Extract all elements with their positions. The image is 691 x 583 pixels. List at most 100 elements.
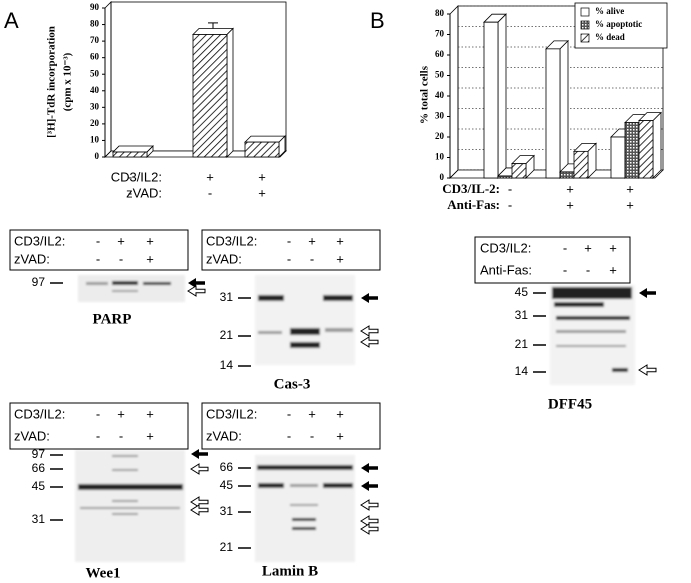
- bar: [497, 175, 513, 179]
- condition-symbol: -: [96, 233, 100, 248]
- bar: [511, 163, 527, 179]
- bar: [638, 120, 654, 179]
- condition-label: zVAD:: [14, 428, 50, 443]
- y-tick-label: 70: [90, 35, 100, 45]
- condition-box: [201, 402, 381, 450]
- condition-symbol: -: [96, 251, 100, 266]
- blot-title: Wee1: [86, 565, 121, 581]
- y-tick-label: 60: [435, 49, 445, 59]
- condition-label: CD3/IL2:: [14, 406, 65, 421]
- bar-top: [244, 135, 286, 143]
- condition-symbol: +: [609, 262, 617, 277]
- condition-label: zVAD:: [206, 428, 242, 443]
- y-tick-label: 50: [435, 70, 445, 80]
- condition-box: [201, 229, 381, 271]
- mw-marker: 45: [32, 479, 46, 493]
- condition-symbol: -: [563, 262, 567, 277]
- condition-symbol: +: [336, 251, 344, 266]
- chart: 0 10 20 30 40 50 60 70 80 90 [³H]-TdR incorporatio…: [46, 1, 287, 200]
- legend-swatch: [580, 33, 590, 43]
- y-tick-label: 20: [435, 131, 445, 141]
- mw-marker: 21: [220, 540, 234, 554]
- bar: [610, 136, 626, 179]
- bar: [573, 150, 589, 179]
- condition-symbol: +: [117, 406, 125, 421]
- bar: [112, 151, 148, 158]
- bar-side: [226, 27, 234, 158]
- y-tick-label: 60: [90, 52, 100, 62]
- condition-symbol: -: [287, 406, 291, 421]
- blot-images: [75, 275, 656, 562]
- y-tick-label: 80: [90, 19, 100, 29]
- condition-symbol: -: [563, 240, 567, 255]
- y-tick-label: 10: [435, 152, 445, 162]
- bar: [624, 122, 640, 179]
- legend-label: % alive: [595, 6, 624, 16]
- mw-marker: 31: [515, 308, 529, 322]
- y-tick-label: 30: [90, 101, 100, 111]
- condition-symbol: -: [586, 262, 590, 277]
- blot-title: DFF45: [548, 396, 592, 412]
- mw-marker: 31: [220, 290, 234, 304]
- condition-label: CD3/IL2:: [206, 406, 257, 421]
- blot-panel: CD3/IL2: - + + zVAD: - - +31 21 14 Cas-3: [201, 229, 381, 392]
- y-tick-label: 0: [95, 151, 100, 161]
- condition-symbol: -: [208, 185, 212, 200]
- condition-symbol: -: [128, 185, 132, 200]
- condition-box: [9, 402, 189, 450]
- legend-label: % dead: [595, 32, 625, 42]
- blot-title: Lamin B: [262, 563, 318, 579]
- y-tick-label: 30: [435, 111, 445, 121]
- mw-marker: 66: [220, 460, 234, 474]
- mw-marker: 97: [32, 275, 46, 289]
- mw-marker: 31: [32, 512, 46, 526]
- condition-symbol: +: [336, 233, 344, 248]
- mw-marker: 21: [220, 328, 234, 342]
- y-tick-label: 90: [90, 2, 100, 12]
- condition-symbol: -: [287, 233, 291, 248]
- condition-symbol: -: [119, 428, 123, 443]
- condition-symbol: +: [566, 197, 574, 212]
- condition-label: Anti-Fas:: [447, 197, 500, 212]
- blot-panel: CD3/IL2: - + + Anti-Fas: - - +45 31 21 14 DFF45: [474, 236, 631, 412]
- y-tick-label: 10: [90, 135, 100, 145]
- condition-symbol: +: [584, 240, 592, 255]
- condition-symbol: +: [258, 169, 266, 184]
- condition-label: zVAD:: [14, 251, 50, 266]
- condition-symbol: +: [206, 169, 214, 184]
- condition-label: zVAD:: [206, 251, 242, 266]
- condition-symbol: +: [146, 233, 154, 248]
- condition-box: [474, 236, 631, 284]
- condition-symbol: -: [508, 181, 512, 196]
- mw-marker: 21: [515, 337, 529, 351]
- condition-label: CD3/IL2:: [14, 233, 65, 248]
- condition-label: CD3/IL2:: [206, 233, 257, 248]
- y-tick-label: 80: [435, 8, 445, 18]
- y-tick-label: 20: [90, 118, 100, 128]
- condition-symbol: +: [626, 181, 634, 196]
- legend-swatch: [580, 20, 590, 30]
- bar-top: [192, 28, 234, 35]
- y-tick-label: 50: [90, 68, 100, 78]
- blot-panel: CD3/IL2: - + + zVAD: - - +66 45 31 21 Lamin B: [201, 402, 381, 579]
- bar: [559, 171, 575, 179]
- condition-label: CD3/IL-2:: [442, 181, 500, 196]
- side-wall: [449, 5, 459, 179]
- bar-side: [559, 39, 569, 179]
- bar: [483, 21, 499, 179]
- blot-title: PARP: [93, 311, 132, 327]
- condition-symbol: +: [146, 428, 154, 443]
- condition-symbol: -: [310, 251, 314, 266]
- condition-symbol: +: [146, 406, 154, 421]
- y-axis-label: (cpm x 10⁻³): [62, 52, 74, 111]
- condition-symbol: +: [566, 181, 574, 196]
- condition-symbol: -: [310, 428, 314, 443]
- condition-symbol: +: [308, 233, 316, 248]
- condition-symbol: +: [609, 240, 617, 255]
- chart: 0 10 20 30 40 50 60 70 80 % total cells % alive % a…: [419, 2, 668, 212]
- y-tick-label: 70: [435, 29, 445, 39]
- panel-label: B: [370, 8, 385, 33]
- condition-symbol: +: [117, 233, 125, 248]
